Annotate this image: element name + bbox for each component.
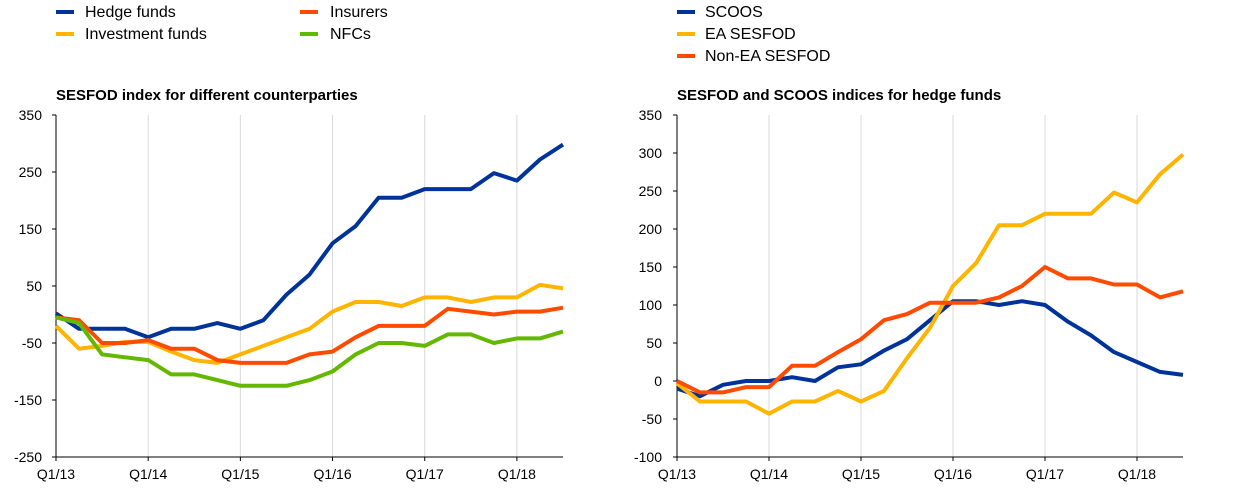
x-tick-label-right-4: Q1/17	[1026, 466, 1064, 482]
series-line-ea-sesfod-right	[675, 152, 1185, 416]
series-line-investment-funds-left	[54, 282, 564, 365]
legend-swatch-scoos	[677, 10, 695, 14]
x-tick-label-left-0: Q1/13	[37, 466, 75, 482]
y-tick-label-right-6: 50	[646, 335, 662, 351]
y-tick-label-right-5: 100	[639, 297, 663, 313]
legend-swatch-ea-sesfod	[677, 32, 695, 36]
y-tick-label-left-3: 50	[26, 278, 42, 294]
legend-label-scoos: SCOOS	[705, 4, 763, 21]
chart-title-left: SESFOD index for different counterpartie…	[56, 87, 358, 104]
legend-label-nfcs: NFCs	[330, 26, 371, 43]
legend-swatch-hedge-funds	[56, 10, 74, 14]
legend-label-non-ea-sesfod: Non-EA SESFOD	[705, 48, 830, 65]
y-tick-label-right-3: 200	[639, 221, 663, 237]
x-tick-label-right-5: Q1/18	[1118, 466, 1156, 482]
y-tick-label-right-0: 350	[639, 107, 663, 123]
x-tick-label-left-4: Q1/17	[406, 466, 444, 482]
x-tick-label-right-2: Q1/15	[842, 466, 880, 482]
series-line-insurers-left	[55, 305, 564, 365]
legend-left: Hedge funds Investment funds Insurers NF…	[56, 4, 388, 43]
y-tick-label-left-1: 250	[19, 164, 43, 180]
legend-label-investment-funds: Investment funds	[85, 26, 207, 43]
y-tick-label-right-7: 0	[654, 373, 662, 389]
y-tick-label-right-9: -100	[634, 449, 662, 465]
y-tick-label-left-6: -250	[14, 449, 42, 465]
series-line-non-ea-sesfod-right	[676, 265, 1184, 395]
legend-label-hedge-funds: Hedge funds	[85, 4, 176, 21]
series-line-nfcs-left	[55, 315, 564, 388]
legend-swatch-non-ea-sesfod	[677, 54, 695, 58]
y-tick-label-right-4: 150	[639, 259, 663, 275]
legend-swatch-investment-funds	[56, 32, 74, 36]
x-tick-label-right-1: Q1/14	[750, 466, 788, 482]
y-tick-label-left-0: 350	[19, 107, 43, 123]
x-tick-label-left-2: Q1/15	[221, 466, 259, 482]
legend-right: SCOOS EA SESFOD Non-EA SESFOD	[677, 4, 830, 65]
chart-title-right: SESFOD and SCOOS indices for hedge funds	[677, 87, 1001, 104]
legend-swatch-insurers	[300, 10, 318, 14]
y-tick-label-left-4: -50	[22, 335, 42, 351]
x-tick-label-right-3: Q1/16	[934, 466, 972, 482]
x-tick-label-left-3: Q1/16	[313, 466, 351, 482]
y-tick-label-right-8: -50	[642, 411, 662, 427]
series-line-scoos-right	[676, 299, 1184, 399]
y-tick-label-right-1: 300	[639, 145, 663, 161]
series-line-hedge-funds-left	[54, 142, 565, 340]
x-tick-label-left-1: Q1/14	[129, 466, 167, 482]
y-tick-label-left-2: 150	[19, 221, 43, 237]
x-tick-label-right-0: Q1/13	[658, 466, 696, 482]
y-tick-label-right-2: 250	[639, 183, 663, 199]
legend-label-insurers: Insurers	[330, 4, 388, 21]
y-tick-label-left-5: -150	[14, 392, 42, 408]
legend-label-ea-sesfod: EA SESFOD	[705, 26, 796, 43]
x-tick-label-left-5: Q1/18	[498, 466, 536, 482]
legend-swatch-nfcs	[300, 32, 318, 36]
